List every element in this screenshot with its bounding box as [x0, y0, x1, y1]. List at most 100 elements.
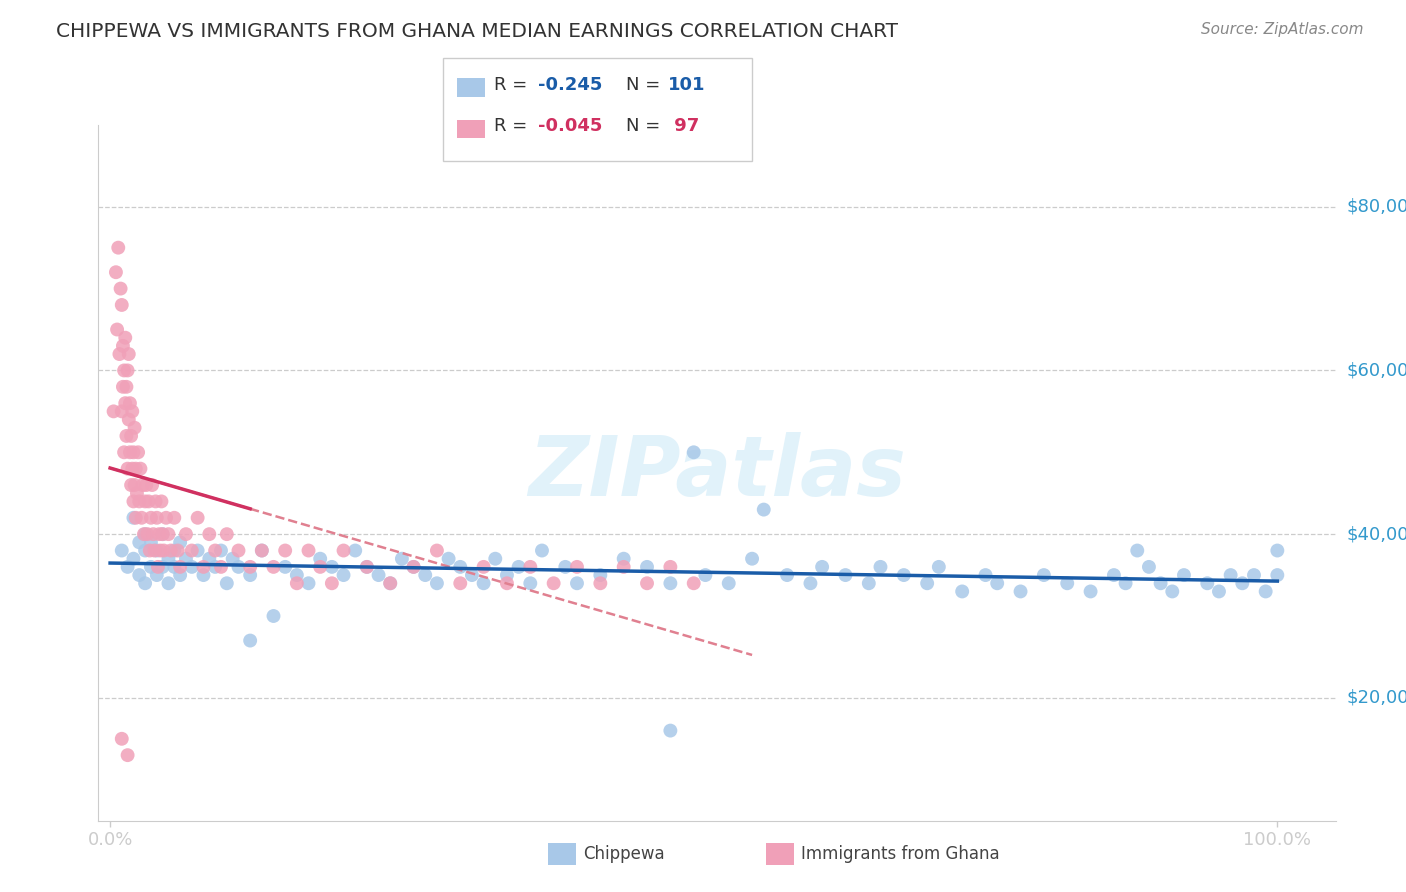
Point [111, 404, 134, 418]
Point [636, 560, 658, 574]
Text: Immigrants from Ghana: Immigrants from Ghana [801, 845, 1000, 863]
Text: $60,000: $60,000 [1347, 361, 1406, 379]
Point [1149, 576, 1171, 591]
Point [274, 543, 297, 558]
Text: 97: 97 [668, 117, 699, 135]
Point [193, 568, 215, 582]
Text: $20,000: $20,000 [1347, 689, 1406, 706]
Point [120, 429, 142, 443]
Text: R =: R = [494, 76, 533, 94]
Point [111, 731, 134, 746]
Point [129, 461, 152, 475]
Point [128, 535, 150, 549]
Point [1208, 584, 1230, 599]
Point [437, 551, 460, 566]
Point [391, 551, 413, 566]
Point [1080, 584, 1102, 599]
Point [717, 576, 740, 591]
Point [122, 445, 145, 459]
Point [1010, 584, 1032, 599]
Point [118, 347, 141, 361]
Point [152, 527, 174, 541]
Point [111, 339, 134, 353]
Point [321, 560, 343, 574]
Point [496, 568, 519, 582]
Point [508, 560, 530, 574]
Point [402, 560, 425, 574]
Point [741, 551, 763, 566]
Point [146, 560, 169, 574]
Point [131, 510, 153, 524]
Point [484, 551, 506, 566]
Point [380, 576, 402, 591]
Point [152, 560, 174, 574]
Point [121, 404, 143, 418]
Point [659, 576, 682, 591]
Point [228, 560, 250, 574]
Point [519, 560, 541, 574]
Text: 101: 101 [668, 76, 706, 94]
Point [125, 486, 148, 500]
Point [115, 380, 138, 394]
Point [134, 576, 156, 591]
Point [117, 363, 139, 377]
Point [915, 576, 938, 591]
Point [124, 421, 146, 435]
Point [1219, 568, 1241, 582]
Point [122, 494, 145, 508]
Point [146, 510, 169, 524]
Point [198, 527, 221, 541]
Point [198, 551, 221, 566]
Point [1265, 568, 1288, 582]
Point [163, 510, 186, 524]
Point [380, 576, 402, 591]
Point [974, 568, 997, 582]
Point [1115, 576, 1137, 591]
Point [309, 551, 332, 566]
Point [143, 543, 166, 558]
Point [134, 527, 156, 541]
Point [858, 576, 880, 591]
Text: $40,000: $40,000 [1347, 525, 1406, 543]
Point [117, 560, 139, 574]
Point [187, 543, 209, 558]
Point [344, 543, 367, 558]
Point [1137, 560, 1160, 574]
Point [127, 445, 149, 459]
Text: Source: ZipAtlas.com: Source: ZipAtlas.com [1201, 22, 1364, 37]
Point [321, 576, 343, 591]
Point [139, 510, 162, 524]
Point [174, 551, 197, 566]
Point [150, 494, 173, 508]
Point [209, 560, 232, 574]
Point [169, 560, 191, 574]
Text: R =: R = [494, 117, 533, 135]
Point [834, 568, 856, 582]
Point [155, 510, 177, 524]
Point [285, 568, 308, 582]
Point [426, 543, 449, 558]
Point [157, 576, 180, 591]
Point [565, 560, 588, 574]
Point [121, 461, 143, 475]
Point [589, 576, 612, 591]
Point [228, 543, 250, 558]
Point [869, 560, 891, 574]
Point [169, 535, 191, 549]
Point [682, 445, 704, 459]
Point [309, 560, 332, 574]
Point [111, 380, 134, 394]
Point [117, 461, 139, 475]
Point [209, 543, 232, 558]
Point [356, 560, 378, 574]
Point [297, 576, 319, 591]
Point [263, 609, 285, 624]
Point [221, 551, 243, 566]
Point [263, 560, 285, 574]
Point [111, 298, 134, 312]
Point [530, 543, 553, 558]
Point [402, 560, 425, 574]
Point [449, 560, 471, 574]
Point [1243, 568, 1265, 582]
Text: CHIPPEWA VS IMMIGRANTS FROM GHANA MEDIAN EARNINGS CORRELATION CHART: CHIPPEWA VS IMMIGRANTS FROM GHANA MEDIAN… [56, 22, 898, 41]
